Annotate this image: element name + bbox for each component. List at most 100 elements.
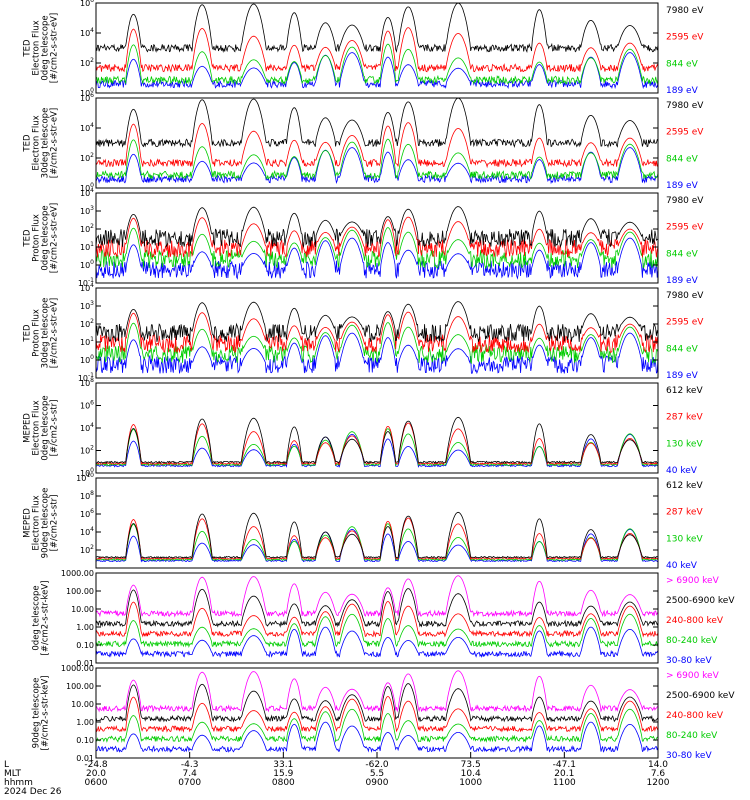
legend-entry: 844 eV <box>666 154 699 164</box>
ytick-label: 0.10 <box>76 641 94 650</box>
series-trace-1 <box>95 97 659 149</box>
ytick-label: 0.01 <box>76 659 94 668</box>
legend-entry: 40 keV <box>666 466 698 476</box>
xtick-label-l: 73.5 <box>461 760 481 770</box>
legend-entry: 844 eV <box>666 249 699 259</box>
legend-entry: 130 keV <box>666 439 703 449</box>
legend-entry: > 6900 keV <box>666 671 720 681</box>
x-row-label: L <box>4 760 9 770</box>
ytick-label: 104 <box>80 282 94 293</box>
x-row-label: hhmm <box>4 778 33 788</box>
ytick-label: 108 <box>80 377 94 388</box>
series-trace-1 <box>95 2 659 53</box>
ytick-label: 100 <box>80 467 94 478</box>
ytick-label: 1.00 <box>76 718 94 727</box>
legend-entry: 189 eV <box>666 181 699 191</box>
series-trace-3 <box>95 428 659 467</box>
ytick-label: 102 <box>80 223 94 234</box>
ytick-label: 102 <box>80 445 94 456</box>
xtick-label-mlt: 20.0 <box>86 769 106 779</box>
series-trace-3 <box>95 227 659 270</box>
legend-entry: 80-240 keV <box>666 731 718 741</box>
panel-4: 10-1 100 101 102 103 104 TEDProton Flux30deg t… <box>23 282 705 383</box>
series-trace-4 <box>95 433 659 468</box>
legend-entry: 7980 eV <box>666 291 704 301</box>
y-axis-label: 90deg telescope[#/cm2-s-str-keV] <box>32 676 51 751</box>
legend-entry: 130 keV <box>666 534 703 544</box>
ytick-label: 100.00 <box>66 682 94 691</box>
series-trace-4 <box>95 708 659 743</box>
xtick-label-mlt: 20.1 <box>554 769 574 779</box>
ytick-label: 102 <box>80 57 94 68</box>
series-trace-3 <box>95 138 659 181</box>
legend-entry: 240-800 keV <box>666 711 724 721</box>
series-trace-3 <box>95 600 659 638</box>
series-trace-3 <box>96 523 659 562</box>
ytick-label: 1.00 <box>76 623 94 632</box>
xtick-label-hhmm: 0600 <box>85 778 108 788</box>
y-axis-label: TEDProton Flux30deg telescope[#/cm2-s-st… <box>23 298 60 369</box>
xtick-label-l: -4.3 <box>181 760 199 770</box>
legend-entry: 7980 eV <box>666 196 704 206</box>
ytick-label: 102 <box>80 318 94 329</box>
ytick-label: 104 <box>80 526 94 537</box>
legend-entry: 80-240 keV <box>666 636 718 646</box>
legend-entry: 2500-6900 keV <box>666 691 735 701</box>
series-trace-3 <box>95 695 659 733</box>
ytick-label: 103 <box>80 300 94 311</box>
series-trace-1 <box>95 670 659 713</box>
legend-entry: 240-800 keV <box>666 616 724 626</box>
xtick-label-hhmm: 1100 <box>553 778 576 788</box>
series-trace-2 <box>95 122 659 169</box>
xtick-label-l: -47.1 <box>553 760 576 770</box>
ytick-label: 10-1 <box>78 372 94 383</box>
series-trace-1 <box>95 575 659 618</box>
legend-entry: 189 eV <box>666 276 699 286</box>
legend-entry: 2595 eV <box>666 128 704 138</box>
ytick-label: 103 <box>80 205 94 216</box>
ytick-label: 108 <box>80 490 94 501</box>
series-trace-1 <box>95 206 659 249</box>
series-trace-1 <box>95 511 659 560</box>
legend-entry: 287 keV <box>666 508 703 518</box>
ytick-label: 100 <box>80 87 94 98</box>
xtick-label-hhmm: 0900 <box>366 778 389 788</box>
xtick-label-mlt: 7.4 <box>183 769 198 779</box>
panel-1: 100 102 104 106 TEDElectron Flux0deg telesco… <box>23 0 705 98</box>
legend-entry: 2595 eV <box>666 223 704 233</box>
ytick-label: 106 <box>80 400 94 411</box>
legend-entry: 7980 eV <box>666 101 704 111</box>
ytick-label: 10.00 <box>71 700 94 709</box>
xtick-label-hhmm: 0800 <box>272 778 295 788</box>
xtick-label-hhmm: 0700 <box>178 778 201 788</box>
series-trace-2 <box>95 588 659 628</box>
series-trace-2 <box>95 27 659 73</box>
y-axis-label: 0deg telescope[#/cm2-s-str-keV] <box>32 581 51 656</box>
y-axis-label: TEDElectron Flux0deg telescope[#/cm2-s-s… <box>23 13 60 83</box>
legend-entry: 30-80 keV <box>666 656 712 666</box>
ytick-label: 1010 <box>76 472 94 483</box>
ytick-label: 100 <box>80 354 94 365</box>
ytick-label: 104 <box>80 27 94 38</box>
series-trace-2 <box>95 517 659 561</box>
legend-entry: 287 keV <box>666 413 703 423</box>
ytick-label: 101 <box>80 241 94 252</box>
xtick-label-mlt: 5.5 <box>370 769 384 779</box>
ytick-label: 0.10 <box>76 736 94 745</box>
ytick-label: 100.00 <box>66 587 94 596</box>
ytick-label: 102 <box>80 544 94 555</box>
legend-entry: 7980 eV <box>666 6 704 16</box>
ytick-label: 1000.00 <box>61 664 94 673</box>
panel-8: 0.01 0.10 1.00 10.00 100.00 1000.00 90deg tele… <box>32 664 736 763</box>
xtick-label-hhmm: 1000 <box>459 778 482 788</box>
ytick-label: 106 <box>80 508 94 519</box>
series-trace-4 <box>95 613 659 649</box>
ytick-label: 0.01 <box>76 754 94 763</box>
ytick-label: 100 <box>80 259 94 270</box>
series-trace-5 <box>95 721 659 754</box>
panel-frame <box>95 667 659 759</box>
xtick-label-l: 33.1 <box>273 760 293 770</box>
legend-entry: > 6900 keV <box>666 576 720 586</box>
